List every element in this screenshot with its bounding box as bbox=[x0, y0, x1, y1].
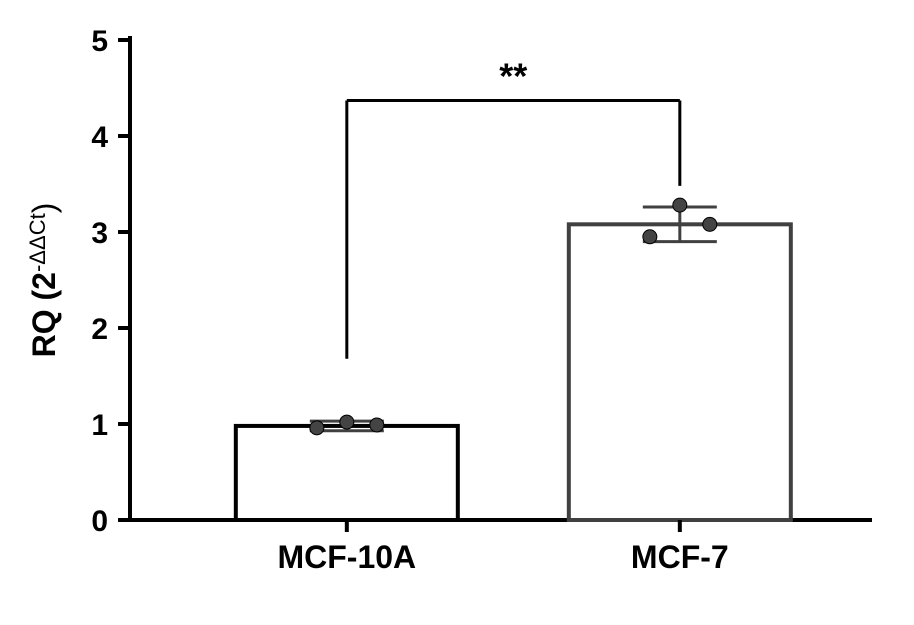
data-point bbox=[643, 230, 657, 244]
y-tick-label: 3 bbox=[91, 217, 108, 250]
category-label: MCF-10A bbox=[277, 539, 416, 575]
data-point bbox=[340, 415, 354, 429]
significance-label: ** bbox=[499, 55, 527, 96]
y-tick-label: 5 bbox=[91, 25, 108, 58]
chart-svg: 012345RQ (2-ΔΔCt)MCF-10AMCF-7** bbox=[0, 0, 914, 625]
y-tick-label: 1 bbox=[91, 409, 108, 442]
data-point bbox=[703, 217, 717, 231]
y-tick-label: 4 bbox=[91, 121, 108, 154]
y-tick-label: 0 bbox=[91, 505, 108, 538]
bar-1 bbox=[569, 224, 791, 520]
data-point bbox=[370, 418, 384, 432]
data-point bbox=[673, 198, 687, 212]
bar-chart: 012345RQ (2-ΔΔCt)MCF-10AMCF-7** bbox=[0, 0, 914, 625]
data-point bbox=[310, 421, 324, 435]
y-tick-label: 2 bbox=[91, 313, 108, 346]
bar-0 bbox=[236, 426, 458, 520]
category-label: MCF-7 bbox=[631, 539, 729, 575]
